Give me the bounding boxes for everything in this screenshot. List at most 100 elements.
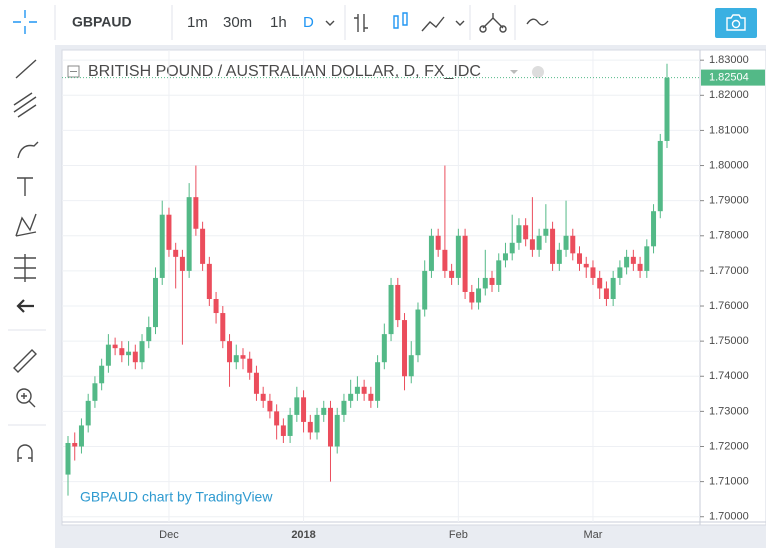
- candle-body: [78, 425, 84, 447]
- candle-body: [139, 341, 145, 363]
- candle-body: [99, 365, 105, 384]
- interval[interactable]: 1h: [270, 14, 287, 31]
- candle-body: [361, 386, 367, 394]
- candle-body: [112, 344, 118, 349]
- y-tick-label: 1.83000: [709, 54, 749, 66]
- visibility-toggle[interactable]: [532, 66, 544, 78]
- magnet-tool[interactable]: [17, 444, 33, 462]
- candle-body: [274, 411, 280, 426]
- fib-tool[interactable]: [13, 92, 37, 118]
- candle-body: [334, 414, 340, 447]
- candle-body: [159, 214, 165, 278]
- candle-body: [233, 355, 239, 363]
- interval[interactable]: 30m: [223, 14, 252, 31]
- bars-style[interactable]: [354, 14, 368, 32]
- candle-body: [422, 270, 428, 310]
- interval-menu[interactable]: [325, 20, 335, 26]
- title-menu[interactable]: [510, 70, 518, 74]
- candle-body: [206, 263, 212, 299]
- candle-body: [307, 421, 313, 433]
- candle-body: [516, 225, 522, 243]
- candle-body: [348, 393, 354, 401]
- candle-body: [72, 442, 78, 447]
- area-style[interactable]: [421, 16, 445, 32]
- candle-body: [408, 355, 414, 377]
- candle-body: [294, 397, 300, 415]
- compare-dot: [479, 25, 487, 33]
- text-tool[interactable]: [17, 177, 33, 196]
- candle-body: [314, 414, 320, 433]
- crosshair-button[interactable]: [13, 10, 37, 34]
- brush-tool[interactable]: [17, 141, 39, 159]
- y-tick-label: 1.82000: [709, 89, 749, 101]
- candle-body: [476, 288, 482, 303]
- style-menu[interactable]: [455, 20, 465, 26]
- ruler-tool[interactable]: [13, 349, 37, 373]
- candle-body: [375, 362, 381, 401]
- candle-body: [193, 197, 199, 229]
- x-tick-label: Mar: [583, 529, 602, 541]
- candle-body: [200, 228, 206, 264]
- candles-style[interactable]: [393, 12, 408, 29]
- y-tick-label: 1.71000: [709, 476, 749, 488]
- candle-body: [402, 320, 408, 377]
- left-toolbar: [0, 45, 55, 548]
- candle-body: [395, 284, 401, 321]
- candle-body: [173, 249, 179, 257]
- candle-body: [321, 407, 327, 415]
- candle-body: [617, 267, 623, 278]
- x-tick-label: Dec: [159, 529, 179, 541]
- candle-body: [354, 386, 360, 394]
- candle-body: [227, 341, 233, 363]
- collapse-button[interactable]: [67, 65, 80, 78]
- y-tick-label: 1.73000: [709, 405, 749, 417]
- candle-body: [92, 383, 98, 401]
- candle-body: [624, 256, 630, 268]
- interval-active[interactable]: D: [303, 14, 314, 31]
- candle-body: [132, 351, 138, 363]
- y-tick-label: 1.70000: [709, 511, 749, 523]
- snapshot-button[interactable]: [715, 8, 757, 38]
- candle-body: [388, 284, 394, 335]
- back-tool[interactable]: [16, 299, 34, 313]
- pattern-tool[interactable]: [15, 213, 37, 237]
- candle-body: [220, 313, 226, 342]
- candle-body: [146, 327, 152, 342]
- camera-icon: [726, 14, 746, 31]
- candle-body: [651, 211, 657, 247]
- y-tick-label: 1.78000: [709, 230, 749, 242]
- candle-body: [630, 256, 636, 264]
- candle-body: [610, 277, 616, 299]
- candle-body: [469, 291, 475, 303]
- candle-body: [280, 425, 286, 436]
- compare[interactable]: [482, 13, 504, 29]
- candle-body: [267, 400, 273, 412]
- candle-body: [435, 235, 441, 250]
- camera-lens: [731, 19, 741, 29]
- zoom-tool[interactable]: [16, 388, 32, 404]
- top-toolbar: [0, 0, 766, 45]
- interval[interactable]: 1m: [187, 14, 208, 31]
- trendline-tool[interactable]: [15, 59, 37, 79]
- watermark[interactable]: GBPAUD chart by TradingView: [80, 489, 273, 505]
- candle-body: [65, 442, 71, 475]
- candle-body: [603, 288, 609, 299]
- y-tick-label: 1.81000: [709, 124, 749, 136]
- candle-body: [543, 228, 549, 236]
- candle-body: [502, 253, 508, 261]
- zoom-icon: [21, 393, 36, 408]
- candle-body: [455, 235, 461, 278]
- candle-body: [260, 393, 266, 401]
- indicators[interactable]: [526, 18, 549, 26]
- y-tick-label: 1.72000: [709, 440, 749, 452]
- candle-body: [523, 225, 529, 240]
- candle-body: [644, 246, 650, 271]
- y-tick-label: 1.79000: [709, 195, 749, 207]
- candle-body: [341, 400, 347, 415]
- prediction-tool[interactable]: [14, 254, 36, 282]
- candle-body: [327, 407, 333, 447]
- symbol[interactable]: GBPAUD: [72, 14, 132, 30]
- y-tick-label: 1.76000: [709, 300, 749, 312]
- candle-body: [428, 235, 434, 271]
